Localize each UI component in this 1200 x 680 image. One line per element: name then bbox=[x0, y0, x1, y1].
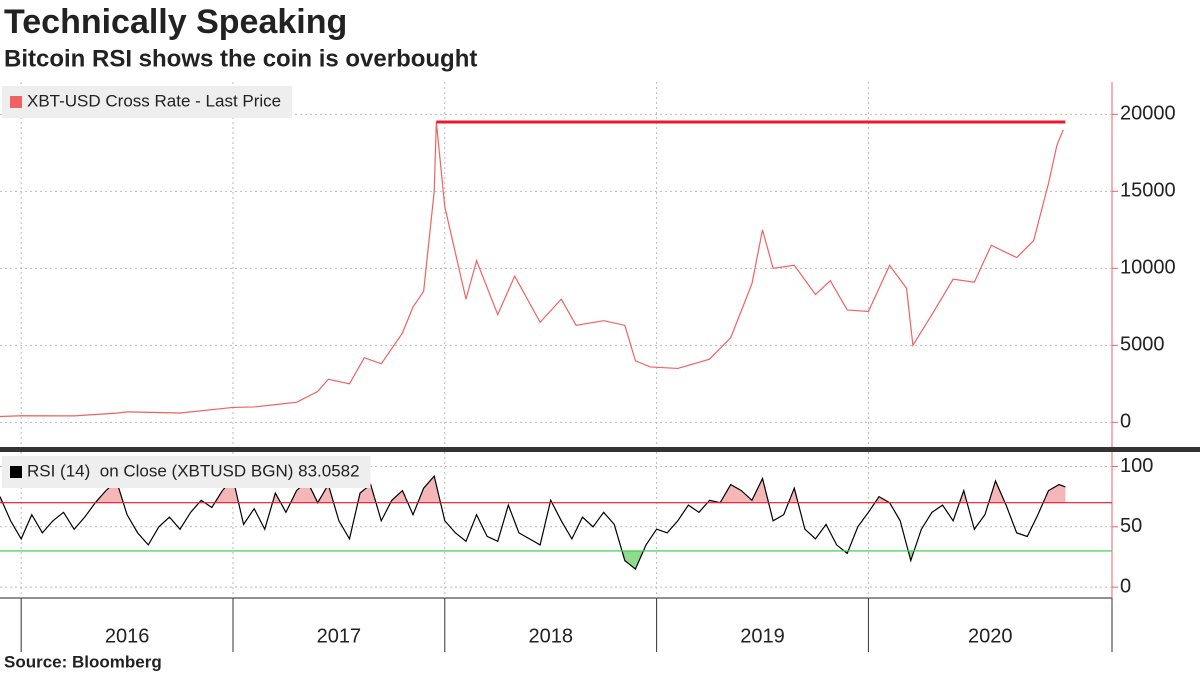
legend-swatch bbox=[10, 466, 22, 478]
panel-divider bbox=[0, 447, 1200, 452]
y-tick-label: 10000 bbox=[1120, 257, 1176, 279]
x-tick-label: 2019 bbox=[740, 625, 785, 647]
y-tick-label: 0 bbox=[1120, 575, 1131, 597]
y-tick-label: 20000 bbox=[1120, 103, 1176, 125]
threshold-shade bbox=[0, 476, 1066, 503]
series-line bbox=[0, 121, 1064, 418]
y-tick-label: 5000 bbox=[1120, 334, 1165, 356]
legend-label: XBT-USD Cross Rate - Last Price bbox=[27, 91, 281, 110]
x-tick-label: 2016 bbox=[105, 625, 150, 647]
x-tick-label: 2018 bbox=[528, 625, 573, 647]
legend-background bbox=[2, 86, 293, 118]
y-tick-label: 50 bbox=[1120, 515, 1142, 537]
y-tick-label: 15000 bbox=[1120, 180, 1176, 202]
chart-subtitle: Bitcoin RSI shows the coin is overbought bbox=[4, 45, 477, 72]
threshold-shade bbox=[622, 550, 915, 570]
legend-label: RSI (14) on Close (XBTUSD BGN) 83.0582 bbox=[27, 461, 360, 480]
legend: RSI (14) on Close (XBTUSD BGN) 83.0582 bbox=[2, 456, 371, 488]
legend-swatch bbox=[10, 96, 22, 108]
x-tick-label: 2017 bbox=[317, 625, 362, 647]
x-tick-label: 2020 bbox=[968, 625, 1013, 647]
source: Source: Bloomberg bbox=[4, 652, 162, 671]
legend-background bbox=[2, 456, 371, 488]
series-line bbox=[0, 474, 1066, 570]
legend: XBT-USD Cross Rate - Last Price bbox=[2, 86, 293, 118]
y-tick-label: 100 bbox=[1120, 455, 1153, 477]
y-tick-label: 0 bbox=[1120, 411, 1131, 433]
chart-title: Technically Speaking bbox=[4, 3, 347, 41]
